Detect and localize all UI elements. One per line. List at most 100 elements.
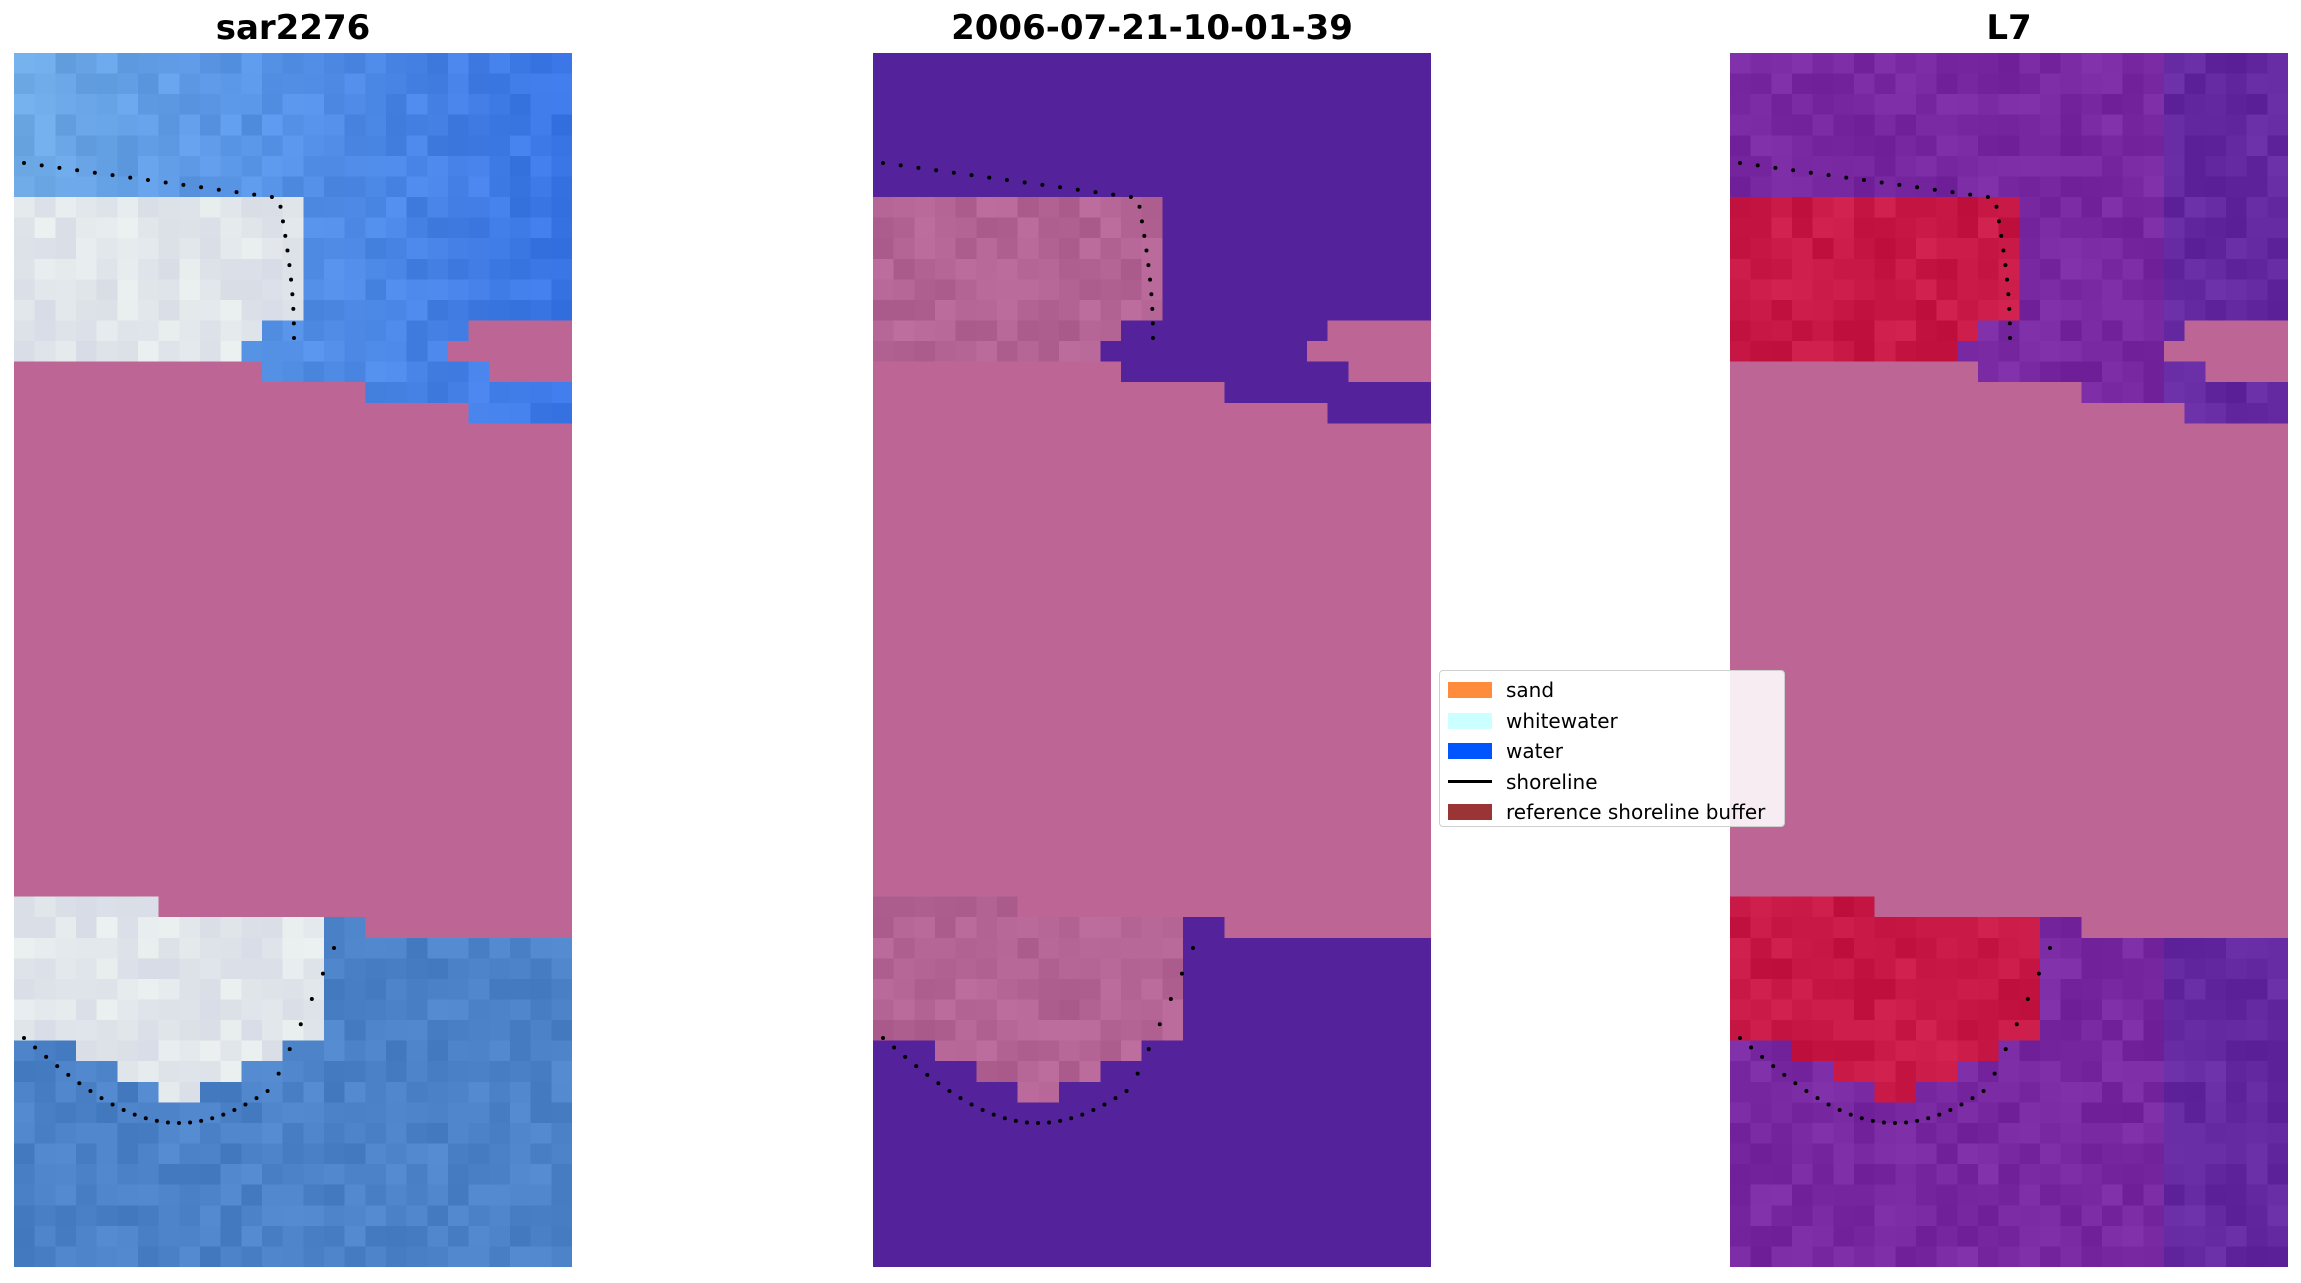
panel-title-rgb: sar2276 xyxy=(215,8,371,48)
shoreline-point xyxy=(903,1054,908,1059)
shoreline-point xyxy=(1968,192,1973,197)
rgb-image-canvas xyxy=(14,53,572,1267)
shoreline-point xyxy=(1915,1118,1920,1123)
shoreline-point xyxy=(958,1096,963,1101)
shoreline-point xyxy=(298,1022,303,1027)
shoreline-point xyxy=(969,1102,974,1107)
shoreline-point xyxy=(1749,1045,1754,1050)
shoreline-point xyxy=(33,1045,38,1050)
shoreline-point xyxy=(1948,1107,1953,1112)
shoreline-point xyxy=(1149,292,1154,297)
shoreline-point xyxy=(1139,219,1144,224)
shoreline-point xyxy=(2007,321,2012,326)
shoreline-point xyxy=(289,277,294,282)
shoreline-point xyxy=(2007,306,2012,311)
shoreline-point xyxy=(1950,190,1955,195)
legend-item-whitewater: whitewater xyxy=(1448,706,1784,737)
shoreline-point xyxy=(1782,1072,1787,1077)
shoreline-point xyxy=(1022,180,1027,185)
shoreline-point xyxy=(2036,971,2041,976)
shoreline-point xyxy=(1932,187,1937,192)
shoreline-point xyxy=(132,1112,137,1117)
shoreline-point xyxy=(1773,165,1778,170)
shoreline-point xyxy=(1168,997,1173,1002)
legend: sand whitewater water shoreline referenc… xyxy=(1439,670,1785,827)
shoreline-point xyxy=(44,1054,49,1059)
legend-item-shoreline: shoreline xyxy=(1448,767,1784,798)
shoreline-point xyxy=(2005,277,2010,282)
shoreline-point xyxy=(1804,1088,1809,1093)
shoreline-point xyxy=(1102,1102,1107,1107)
classification-image-canvas xyxy=(873,53,1431,1267)
shoreline-point xyxy=(2048,946,2052,950)
shoreline-point xyxy=(1091,1107,1096,1112)
shoreline-point xyxy=(1004,178,1009,183)
shoreline-point xyxy=(1996,219,2001,224)
shoreline-point xyxy=(1738,1036,1742,1040)
shoreline-point xyxy=(2003,263,2008,268)
shoreline-point xyxy=(1848,1112,1853,1117)
shoreline-point xyxy=(925,1072,930,1077)
panel-title-index: L7 xyxy=(1986,8,2032,48)
shoreline-point xyxy=(143,1116,148,1121)
shoreline-point xyxy=(934,168,939,173)
shoreline-point xyxy=(2001,248,2006,253)
shoreline-point xyxy=(1992,1071,1997,1076)
panel-title-classification: 2006-07-21-10-01-39 xyxy=(951,8,1353,48)
shoreline-point xyxy=(1915,185,1920,190)
legend-item-sand: sand xyxy=(1448,675,1784,706)
rgb-image-panel xyxy=(14,53,572,1267)
shoreline-point xyxy=(1128,195,1133,200)
shoreline-point xyxy=(2003,1047,2008,1052)
shoreline-point xyxy=(1844,175,1849,180)
shoreline-point xyxy=(1981,1088,1986,1093)
shoreline-point xyxy=(1113,1096,1118,1101)
shoreline-point xyxy=(969,173,974,178)
legend-label-whitewater: whitewater xyxy=(1506,708,1618,733)
shoreline-point xyxy=(291,321,296,326)
shoreline-point xyxy=(177,1121,181,1125)
shoreline-point xyxy=(1142,233,1147,238)
index-image-canvas xyxy=(1730,53,2288,1267)
shoreline-point xyxy=(99,1096,104,1101)
shoreline-point xyxy=(276,1071,281,1076)
shoreline-point xyxy=(216,187,221,192)
shoreline-point xyxy=(1013,1118,1018,1123)
shoreline-point xyxy=(1146,263,1151,268)
shoreline-point xyxy=(287,263,292,268)
shoreline-point xyxy=(1904,1120,1909,1125)
shoreline-point xyxy=(1002,1116,1007,1121)
shoreline-point xyxy=(936,1081,941,1086)
shoreline-point xyxy=(980,1107,985,1112)
shoreline-point xyxy=(210,1116,215,1121)
shoreline-point xyxy=(987,175,992,180)
shoreline-point xyxy=(2025,997,2030,1002)
shoreline-point xyxy=(309,997,314,1002)
shoreline-point xyxy=(285,248,290,253)
shoreline-point xyxy=(22,161,26,165)
shoreline-point xyxy=(1036,1121,1040,1125)
shoreline-point xyxy=(121,1107,126,1112)
shoreline-point xyxy=(320,971,325,976)
shoreline-point xyxy=(163,180,168,185)
shoreline-point xyxy=(1870,1118,1875,1123)
shoreline-point xyxy=(92,170,97,175)
shoreline-point xyxy=(22,1036,26,1040)
shoreline-point xyxy=(199,185,204,190)
shoreline-overlay-classification xyxy=(881,161,1195,1125)
shoreline-point xyxy=(1926,1116,1931,1121)
shoreline-point xyxy=(66,1072,71,1077)
shoreline-point xyxy=(916,165,921,170)
shoreline-point xyxy=(1191,946,1195,950)
shoreline-point xyxy=(269,195,274,200)
reference-buffer-swatch xyxy=(1448,804,1492,821)
shoreline-point xyxy=(2014,1022,2019,1027)
shoreline-point xyxy=(1124,1088,1129,1093)
shoreline-point xyxy=(1826,1102,1831,1107)
shoreline-point xyxy=(1058,1118,1063,1123)
shoreline-point xyxy=(1047,1120,1052,1125)
shoreline-point xyxy=(165,1120,170,1125)
legend-label-shoreline: shoreline xyxy=(1506,769,1598,794)
shoreline-point xyxy=(1837,1107,1842,1112)
shoreline-point xyxy=(1791,168,1796,173)
